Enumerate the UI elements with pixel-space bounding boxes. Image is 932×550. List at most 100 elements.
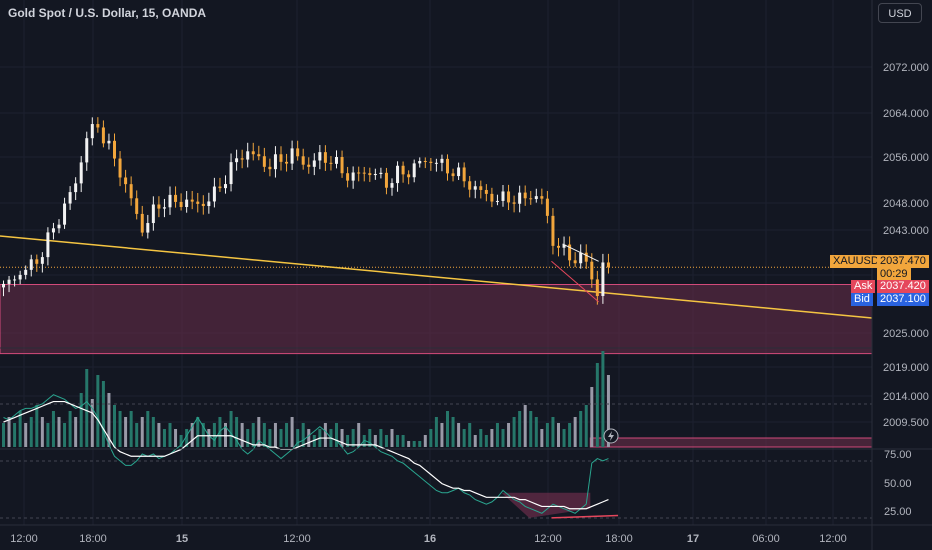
trendline — [0, 235, 873, 319]
volume-bar — [168, 423, 172, 447]
candle-body — [201, 203, 205, 207]
candle-body — [118, 158, 122, 178]
volume-bar — [262, 423, 266, 447]
candle-body — [113, 140, 116, 159]
candle-body — [412, 163, 416, 178]
price-tick-label: 2048.000 — [883, 198, 929, 210]
candle-body — [124, 177, 128, 185]
candle-body — [74, 183, 78, 193]
candle-body — [307, 164, 311, 167]
volume-bar — [523, 405, 527, 447]
candle-body — [57, 224, 61, 229]
chart-title: Gold Spot / U.S. Dollar, 15, OANDA — [8, 6, 207, 20]
volume-bar — [90, 399, 94, 447]
candle-body — [279, 154, 283, 162]
volume-bar — [273, 423, 277, 447]
candle-body — [46, 232, 50, 258]
candle-body — [418, 160, 422, 164]
rsi-indicator — [0, 394, 872, 519]
candle-body — [318, 152, 322, 161]
candle-body — [434, 162, 438, 164]
candle-body — [157, 204, 161, 209]
volume-bar — [584, 405, 588, 447]
volume-zone-box — [589, 437, 873, 448]
volume-bar — [174, 429, 178, 447]
volume-bar — [440, 423, 444, 447]
candle-body — [507, 191, 511, 203]
volume-bar — [2, 423, 5, 447]
candle-body — [96, 124, 100, 128]
candle-body — [296, 148, 300, 157]
candle-body — [246, 151, 250, 160]
candle-body — [51, 228, 55, 233]
volume-bar — [229, 411, 233, 447]
candle-body — [85, 138, 89, 163]
volume-bar — [35, 405, 39, 447]
volume-bar — [490, 429, 494, 447]
volume-bar — [190, 423, 194, 447]
candle-body — [606, 262, 610, 268]
candle-body — [534, 196, 538, 200]
candle-body — [340, 157, 344, 174]
volume-bar — [124, 417, 128, 447]
price-tick-label: 2064.000 — [883, 108, 929, 120]
volume-bar — [507, 423, 511, 447]
candle-body — [473, 186, 477, 190]
volume-bar — [512, 417, 516, 447]
countdown-tag: 00:29 — [877, 268, 911, 281]
volume-bar — [595, 363, 599, 447]
price-tick-label: 2014.000 — [883, 391, 929, 403]
candle-body — [168, 194, 172, 208]
volume-bar — [101, 381, 105, 447]
time-tick-label: 06:00 — [752, 533, 780, 545]
candle-body — [557, 245, 560, 248]
candle-body — [396, 165, 400, 184]
candle-body — [13, 279, 17, 281]
time-tick-label: 15 — [176, 533, 188, 545]
candle-body — [401, 165, 405, 175]
volume-bar — [590, 387, 594, 447]
candle-body — [579, 252, 583, 264]
volume-bar — [446, 411, 449, 447]
currency-button[interactable]: USD — [878, 3, 922, 23]
volume-bar — [429, 429, 433, 447]
candle-body — [468, 181, 472, 190]
candle-body — [545, 198, 549, 216]
volume-bar — [473, 435, 477, 447]
candle-body — [423, 160, 427, 162]
volume-bar — [146, 411, 150, 447]
candle-body — [107, 140, 111, 144]
volume-bar — [529, 411, 533, 447]
volume-bar — [296, 429, 300, 447]
candle-body — [584, 252, 588, 262]
candle-body — [212, 186, 216, 202]
volume-bar — [418, 441, 422, 447]
time-tick-label: 16 — [424, 533, 436, 545]
candle-body — [346, 173, 350, 181]
candle-body — [490, 193, 494, 202]
candle-body — [335, 157, 338, 164]
candle-body — [390, 183, 394, 188]
volume-bar — [268, 429, 272, 447]
candle-body — [362, 172, 366, 174]
volume-bar — [562, 429, 566, 447]
candle-body — [146, 223, 150, 233]
candle-body — [174, 194, 178, 202]
candle-body — [351, 172, 355, 181]
candle-body — [384, 172, 388, 188]
candle-body — [595, 279, 599, 296]
bid-price-tag: 2037.100 — [877, 293, 929, 306]
candle-body — [285, 161, 289, 164]
time-tick-label: 12:00 — [534, 533, 562, 545]
candle-body — [179, 201, 183, 208]
volume-bar — [7, 417, 11, 447]
volume-bar — [74, 417, 78, 447]
price-tick-label: 2043.000 — [883, 225, 929, 237]
volume-bar — [357, 423, 361, 447]
volume-bar — [407, 441, 411, 447]
volume-bar — [495, 423, 499, 447]
volume-bar — [396, 435, 400, 447]
volume-bar — [568, 423, 572, 447]
time-tick-label: 18:00 — [79, 533, 107, 545]
